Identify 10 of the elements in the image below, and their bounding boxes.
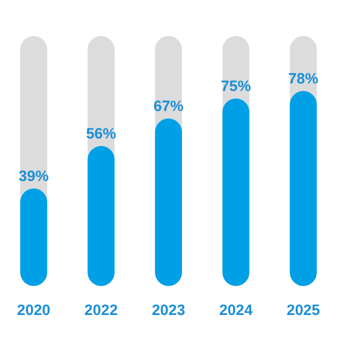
data-label: 75%	[220, 78, 251, 96]
data-label: 67%	[153, 98, 184, 116]
data-label: 78%	[288, 70, 318, 88]
x-tick-label: 2024	[219, 302, 254, 320]
data-label: 56%	[86, 126, 116, 143]
x-tick-label: 2025	[286, 302, 320, 320]
x-tick-label: 2023	[152, 302, 186, 320]
x-tick-label: 2022	[84, 302, 118, 320]
x-tick-label: 2020	[17, 302, 50, 320]
data-label: 39%	[18, 168, 49, 186]
